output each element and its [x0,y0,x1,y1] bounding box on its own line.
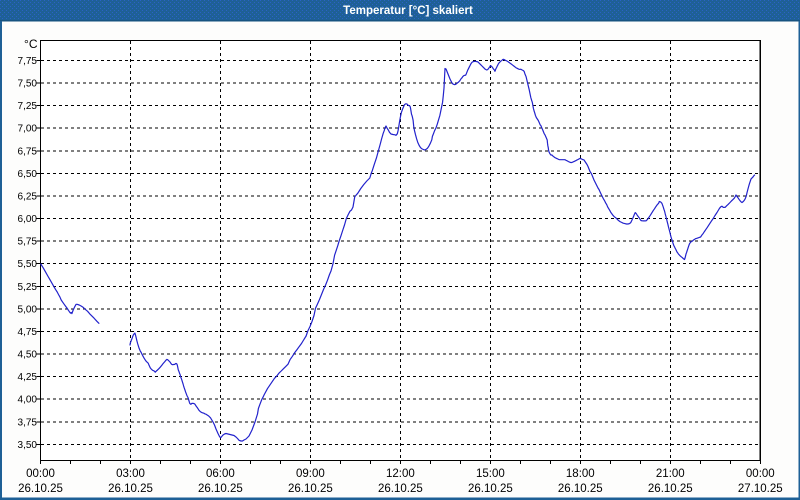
svg-text:18:00: 18:00 [566,468,595,480]
svg-text:12:00: 12:00 [386,468,415,480]
svg-text:Temperatur [°C] skaliert: Temperatur [°C] skaliert [343,5,473,17]
svg-text:7,75: 7,75 [18,56,38,67]
svg-text:26.10.25: 26.10.25 [468,483,513,495]
svg-text:6,50: 6,50 [18,169,38,180]
svg-text:3,50: 3,50 [18,440,38,451]
svg-text:6,25: 6,25 [18,192,38,203]
svg-text:6,00: 6,00 [18,214,38,225]
svg-text:26.10.25: 26.10.25 [378,483,423,495]
svg-text:5,25: 5,25 [18,282,38,293]
svg-text:09:00: 09:00 [296,468,325,480]
svg-text:5,75: 5,75 [18,237,38,248]
svg-text:06:00: 06:00 [206,468,235,480]
svg-text:26.10.25: 26.10.25 [18,483,63,495]
svg-text:4,50: 4,50 [18,350,38,361]
svg-text:°C: °C [24,37,38,51]
svg-text:27.10.25: 27.10.25 [738,483,783,495]
svg-text:26.10.25: 26.10.25 [108,483,153,495]
svg-text:26.10.25: 26.10.25 [648,483,693,495]
svg-text:4,25: 4,25 [18,372,38,383]
svg-text:7,50: 7,50 [18,79,38,90]
svg-text:6,75: 6,75 [18,146,38,157]
svg-text:26.10.25: 26.10.25 [198,483,243,495]
svg-text:5,50: 5,50 [18,259,38,270]
svg-text:3,75: 3,75 [18,417,38,428]
svg-text:26.10.25: 26.10.25 [558,483,603,495]
svg-text:03:00: 03:00 [116,468,145,480]
svg-text:00:00: 00:00 [26,468,55,480]
svg-text:4,00: 4,00 [18,395,38,406]
svg-text:7,00: 7,00 [18,124,38,135]
svg-text:00:00: 00:00 [746,468,775,480]
svg-text:15:00: 15:00 [476,468,505,480]
svg-text:4,75: 4,75 [18,327,38,338]
svg-text:7,25: 7,25 [18,101,38,112]
svg-text:26.10.25: 26.10.25 [288,483,333,495]
svg-text:21:00: 21:00 [656,468,685,480]
svg-text:5,00: 5,00 [18,304,38,315]
